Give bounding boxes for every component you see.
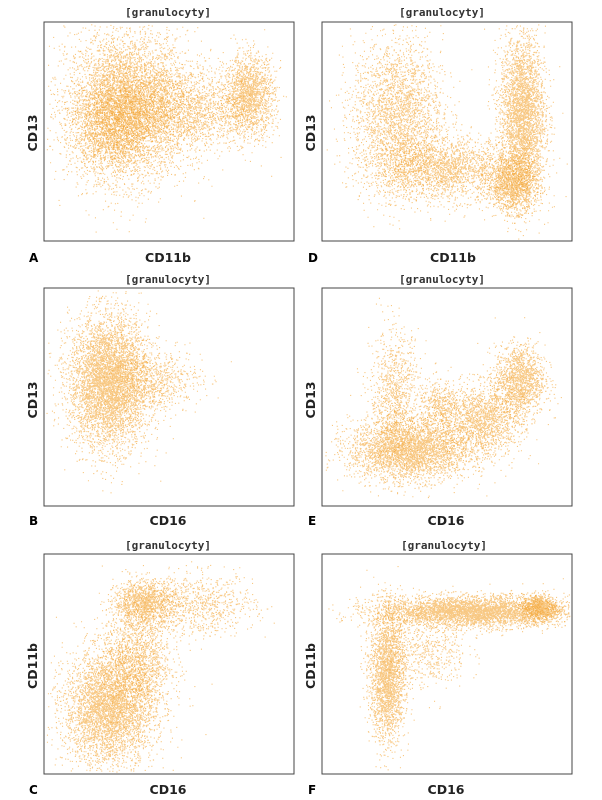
plot-title: [granulocyty] (401, 539, 487, 552)
panel-letter: A (29, 251, 39, 265)
x-axis-label: CD16 (150, 513, 187, 528)
scatter-point (46, 290, 196, 494)
scatter-cluster (210, 29, 285, 163)
scatter-plot-a: [granulocyty] CD11b CD13 A (25, 6, 295, 265)
scatter-cluster (356, 297, 441, 495)
y-axis-label: CD13 (303, 382, 318, 419)
scatter-cluster (419, 344, 555, 472)
plot-title: [granulocyty] (399, 273, 485, 286)
scatter-point (477, 317, 562, 435)
plot-title: [granulocyty] (125, 273, 211, 286)
x-axis-label: CD16 (150, 782, 187, 797)
scatter-point (113, 561, 275, 651)
panel-letter: F (308, 783, 316, 797)
scatter-point (410, 362, 467, 448)
panel-f: [granulocyty] CD16 CD11b F (301, 533, 602, 800)
scatter-cluster (46, 24, 257, 233)
scatter-point (356, 297, 441, 495)
panel-letter: B (29, 514, 38, 528)
x-axis-label: CD16 (428, 782, 465, 797)
scatter-point (359, 566, 420, 771)
scatter-point (210, 29, 285, 163)
x-axis-label: CD11b (145, 250, 191, 265)
scatter-cluster (410, 362, 467, 448)
scatter-plot-f: [granulocyty] CD16 CD11b F (303, 539, 573, 797)
scatter-cluster (113, 561, 275, 651)
y-axis-label: CD13 (25, 115, 40, 152)
panel-letter: D (308, 251, 318, 265)
plot-frame (43, 287, 295, 507)
scatter-point (49, 45, 179, 195)
plot-title: [granulocyty] (125, 6, 211, 19)
scatter-point (477, 144, 567, 229)
y-axis-label: CD13 (25, 382, 40, 419)
x-axis-label: CD11b (430, 250, 476, 265)
scatter-points (326, 24, 568, 240)
scatter-plot-c: [granulocyty] CD16 CD11b C (25, 539, 295, 797)
y-axis-label: CD11b (25, 643, 40, 689)
scatter-points (46, 561, 275, 773)
scatter-cluster (326, 24, 473, 230)
y-axis-label: CD11b (303, 643, 318, 689)
scatter-cluster (49, 45, 179, 195)
scatter-points (46, 24, 287, 233)
scatter-cluster (325, 383, 540, 499)
scatter-point (419, 344, 555, 472)
scatter-plot-d: [granulocyty] CD11b CD13 D (303, 6, 573, 265)
scatter-points (46, 290, 232, 494)
scatter-point (484, 24, 564, 240)
panel-b: [granulocyty] CD16 CD13 B (0, 267, 301, 534)
scatter-point (368, 594, 480, 710)
panel-d: [granulocyty] CD11b CD13 D (301, 0, 602, 267)
panel-letter: E (308, 514, 316, 528)
scatter-plot-e: [granulocyty] CD16 CD13 E (303, 273, 573, 528)
scatter-cluster (46, 290, 196, 494)
scatter-point (509, 583, 570, 628)
scatter-cluster (484, 24, 564, 240)
plot-title: [granulocyty] (399, 6, 485, 19)
panel-letter: C (29, 783, 38, 797)
scatter-points (328, 566, 571, 771)
plot-frame (321, 287, 573, 507)
scatter-cluster (477, 317, 562, 435)
plot-frame (43, 553, 295, 775)
scatter-cluster (368, 594, 480, 710)
scatter-point (325, 383, 540, 499)
scatter-point (326, 24, 473, 230)
scatter-point (46, 24, 257, 233)
scatter-points (325, 297, 562, 499)
panel-e: [granulocyty] CD16 CD13 E (301, 267, 602, 534)
panel-a: [granulocyty] CD11b CD13 A (0, 0, 301, 267)
y-axis-label: CD13 (303, 115, 318, 152)
plot-title: [granulocyty] (125, 539, 211, 552)
scatter-cluster (359, 566, 420, 771)
x-axis-label: CD16 (428, 513, 465, 528)
scatter-cluster (477, 144, 567, 229)
scatter-plot-b: [granulocyty] CD16 CD13 B (25, 273, 295, 528)
panel-c: [granulocyty] CD16 CD11b C (0, 533, 301, 800)
scatter-cluster (509, 583, 570, 628)
